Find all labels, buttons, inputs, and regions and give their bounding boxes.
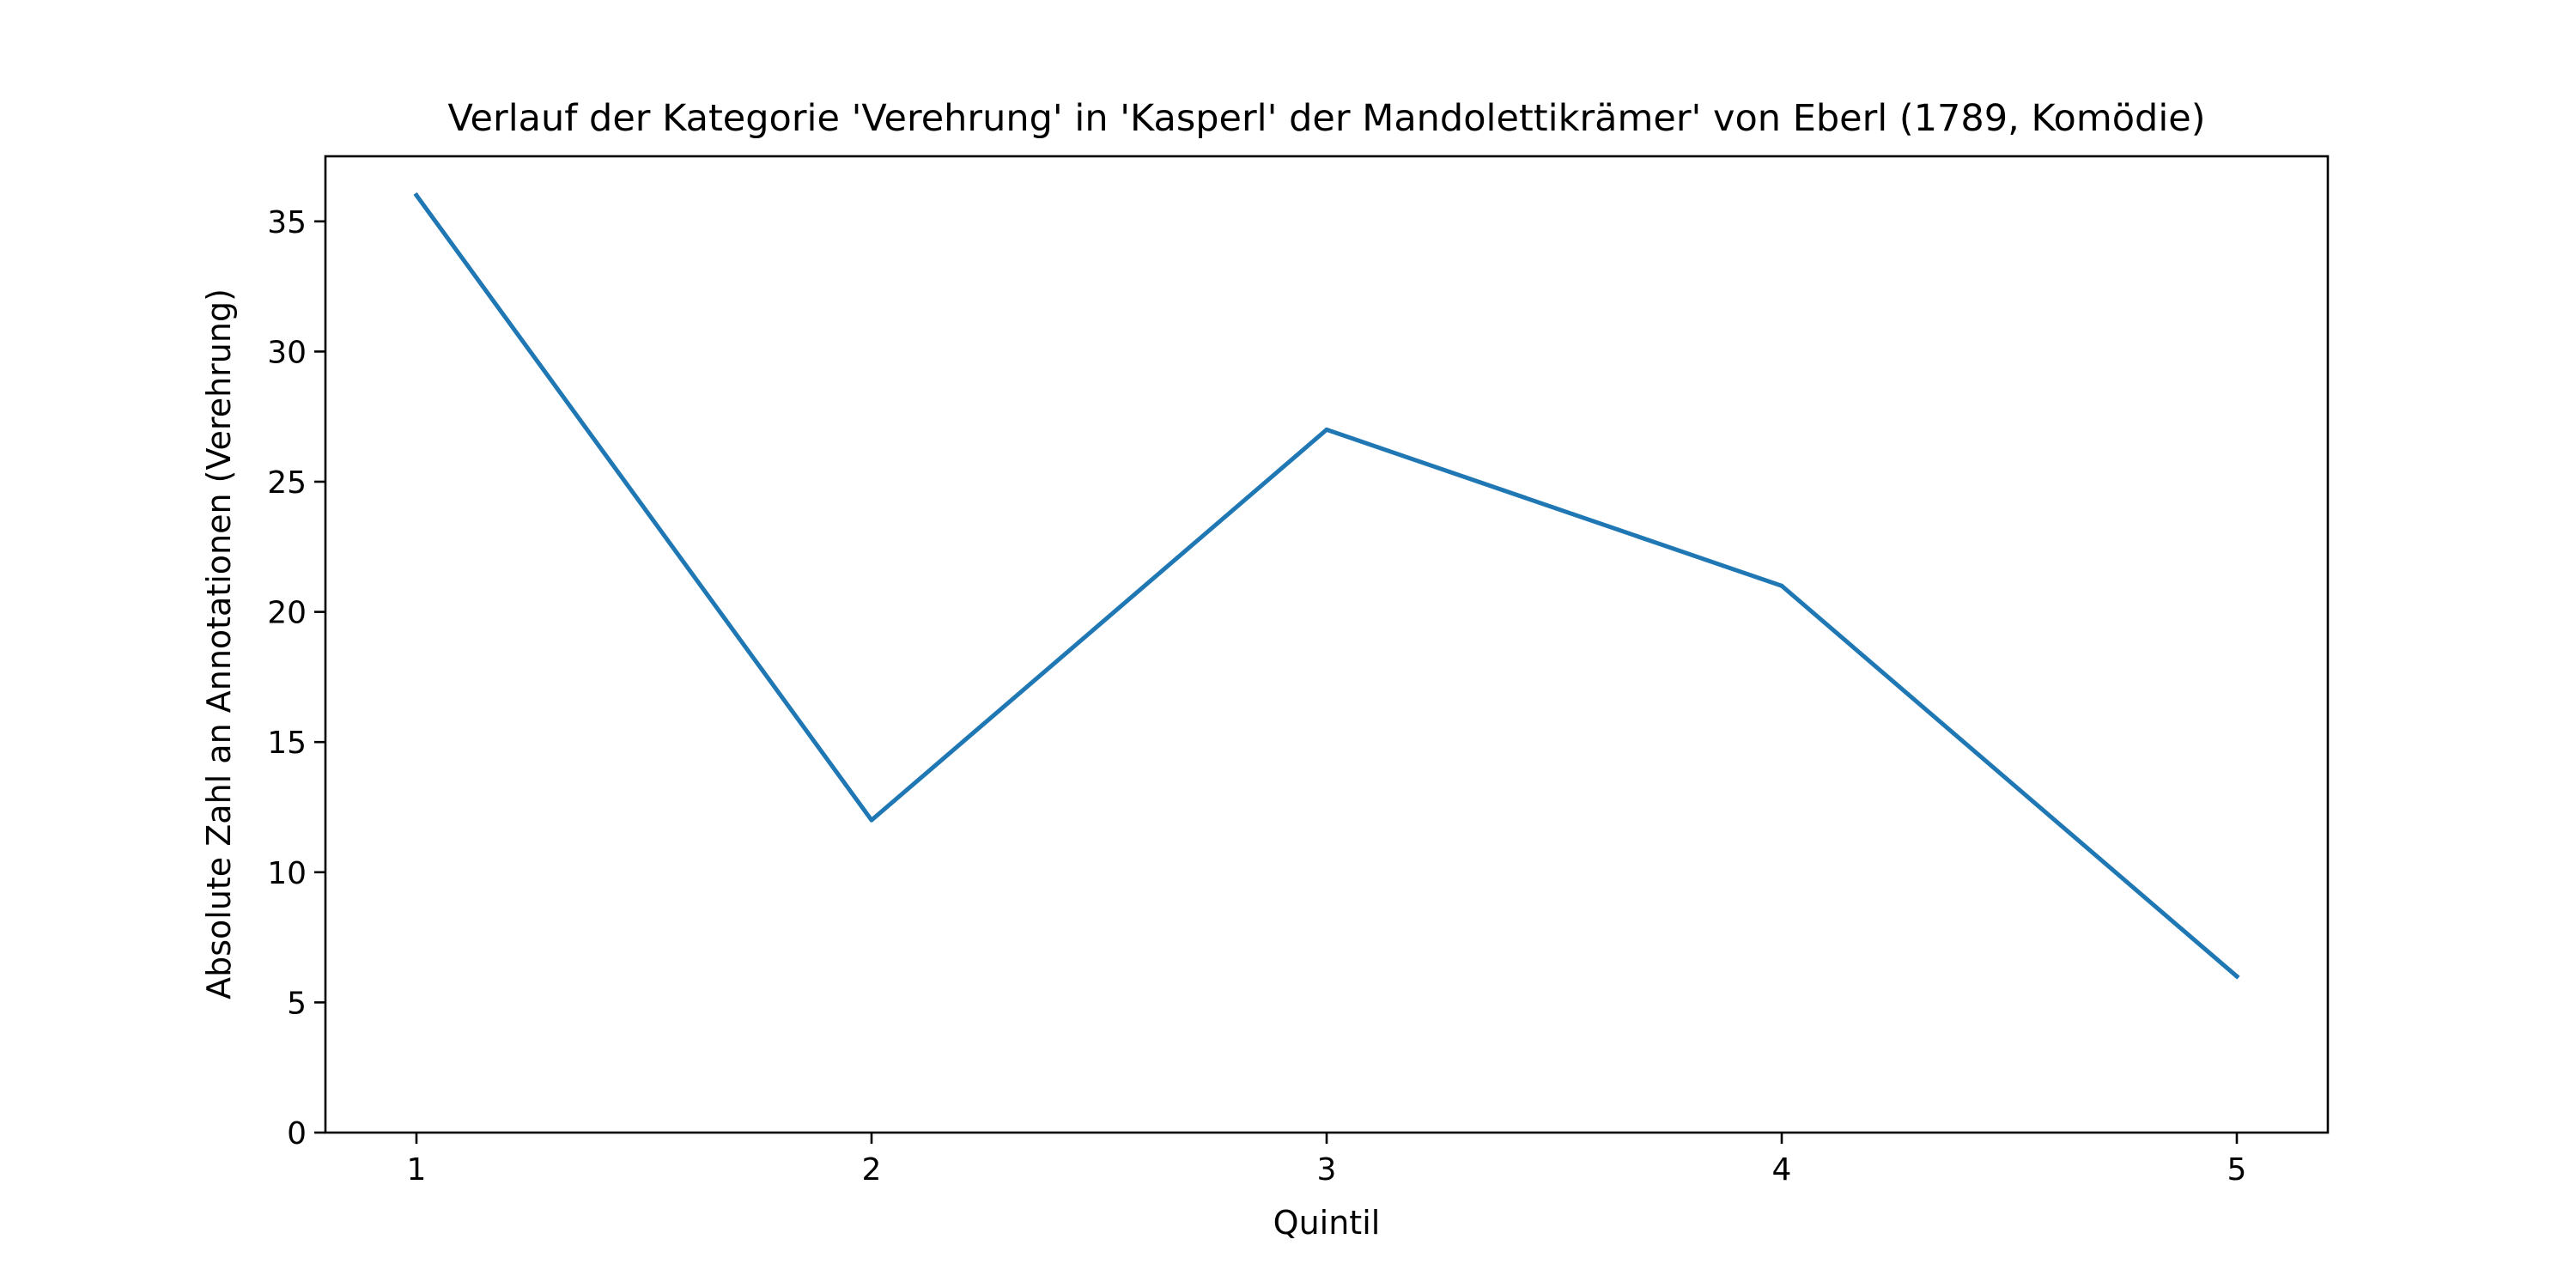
x-tick-label: 2 (862, 1152, 882, 1188)
x-tick-label: 3 (1317, 1152, 1337, 1188)
y-axis: 0 5 10 15 20 25 30 35 (267, 205, 325, 1151)
x-axis-label: Quintil (1273, 1204, 1381, 1242)
y-tick-label: 35 (267, 205, 307, 240)
y-tick-label: 0 (287, 1116, 307, 1151)
x-tick-label: 5 (2227, 1152, 2247, 1188)
data-point (869, 817, 874, 823)
data-point (2234, 974, 2239, 979)
x-tick-label: 4 (1772, 1152, 1792, 1188)
y-tick-label: 5 (287, 986, 307, 1021)
x-tick-label: 1 (407, 1152, 427, 1188)
data-point (414, 192, 419, 197)
data-point (1324, 427, 1329, 432)
plot-frame (324, 155, 2330, 1134)
y-axis-label: Absolute Zahl an Annotationen (Verehrung… (200, 289, 238, 999)
plot-series (413, 191, 2240, 980)
chart-title: Verlauf der Kategorie 'Verehrung' in 'Ka… (447, 97, 2205, 140)
data-point (1779, 583, 1784, 588)
x-axis: 1 2 3 4 5 (407, 1133, 2247, 1188)
y-tick-label: 15 (267, 726, 307, 761)
y-tick-label: 25 (267, 465, 307, 501)
y-tick-label: 20 (267, 596, 307, 631)
y-tick-label: 10 (267, 856, 307, 891)
y-tick-label: 30 (267, 335, 307, 370)
